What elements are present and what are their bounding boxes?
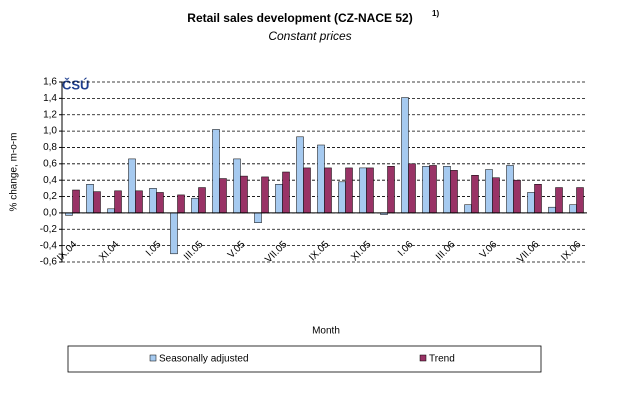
legend-label: Trend	[429, 354, 455, 365]
bar	[107, 208, 115, 214]
bar	[464, 204, 472, 214]
bar	[135, 190, 143, 214]
bar	[240, 175, 248, 214]
y-tick-label: 1,4	[43, 93, 57, 104]
bar	[177, 194, 185, 214]
bar	[443, 166, 451, 214]
bar	[408, 163, 416, 214]
bar	[149, 188, 157, 214]
title-note: 1)	[432, 9, 439, 18]
bar	[212, 129, 220, 214]
bar	[492, 177, 500, 214]
bar	[114, 190, 122, 214]
bar	[485, 169, 493, 214]
y-tick-label: -0,4	[40, 240, 58, 251]
x-tick-label: IX.05	[307, 239, 332, 264]
x-tick-label: VII.05	[263, 239, 290, 266]
bar	[156, 192, 164, 214]
bar	[429, 165, 437, 214]
bar	[317, 144, 325, 214]
bar	[569, 204, 577, 214]
bar	[93, 191, 101, 214]
bar	[576, 187, 584, 214]
bar	[254, 212, 262, 223]
y-tick-label: 0,6	[43, 158, 57, 169]
x-axis-label: Month	[312, 326, 340, 337]
x-tick-label: V.05	[226, 239, 248, 261]
y-tick-label: 1,0	[43, 126, 57, 137]
y-tick-label: 1,2	[43, 109, 57, 120]
bar	[513, 179, 521, 214]
chart-subtitle: Constant prices	[268, 29, 351, 43]
x-tick-label: III.06	[434, 239, 458, 263]
bar	[555, 187, 563, 214]
bar	[359, 167, 367, 214]
bar	[471, 175, 479, 214]
y-tick-label: -0,6	[40, 257, 58, 268]
y-axis-label: % change, m-o-m	[9, 133, 20, 212]
bar	[72, 189, 80, 214]
bar	[324, 167, 332, 214]
x-tick-label: IX.04	[55, 239, 80, 264]
bar	[338, 181, 346, 214]
x-tick-label: VII.06	[515, 239, 542, 266]
y-tick-label: 0,0	[43, 208, 57, 219]
bar	[534, 184, 542, 214]
bar	[548, 206, 556, 214]
y-tick-label: 0,8	[43, 142, 57, 153]
y-tick-label: -0,2	[40, 224, 58, 235]
legend-box	[67, 345, 542, 373]
bar	[128, 158, 136, 214]
x-tick-label: IX.06	[559, 239, 584, 264]
x-tick-label: V.06	[478, 239, 500, 261]
bar	[506, 165, 514, 214]
legend-swatch	[419, 354, 427, 362]
legend-swatch	[149, 354, 157, 362]
x-tick-label: III.05	[182, 239, 206, 263]
legend-label: Seasonally adjusted	[159, 354, 249, 365]
x-tick-label: XI.04	[97, 239, 122, 264]
bar	[170, 212, 178, 255]
bar	[387, 166, 395, 214]
bar	[527, 192, 535, 214]
bar	[282, 171, 290, 214]
bar	[261, 176, 269, 214]
bar	[366, 167, 374, 214]
bar	[198, 187, 206, 214]
bar	[296, 136, 304, 214]
bar	[450, 170, 458, 214]
bar	[303, 167, 311, 214]
y-tick-label: 0,2	[43, 191, 57, 202]
bar	[86, 184, 94, 214]
bar	[345, 167, 353, 214]
x-tick-label: XI.05	[349, 239, 374, 264]
y-tick-label: 1,6	[43, 77, 57, 88]
bar	[219, 178, 227, 214]
x-tick-label: I.05	[144, 239, 164, 259]
bar	[233, 158, 241, 214]
logo: ČSÚ	[62, 77, 89, 92]
bar	[191, 197, 199, 214]
y-tick-label: 0,4	[43, 175, 57, 186]
bar	[401, 97, 409, 214]
x-tick-label: I.06	[396, 239, 416, 259]
chart-title: Retail sales development (CZ-NACE 52)	[187, 11, 412, 25]
bar	[422, 166, 430, 214]
bar	[275, 184, 283, 214]
